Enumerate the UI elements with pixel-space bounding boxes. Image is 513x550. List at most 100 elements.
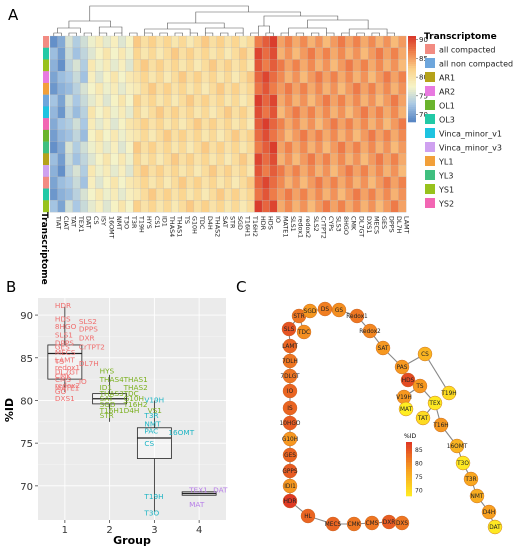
heatmap-cell <box>261 59 270 72</box>
heatmap-cell <box>102 106 111 119</box>
heatmap-cell <box>292 200 301 213</box>
heatmap-cell <box>72 200 81 213</box>
heatmap-cell <box>186 94 195 107</box>
heatmap-cell <box>95 153 104 166</box>
heatmap-cell <box>140 35 149 49</box>
heatmap-cell <box>239 176 248 189</box>
network-node <box>400 372 416 388</box>
network-node-label: Redox2 <box>359 329 381 335</box>
heatmap-cell <box>110 47 119 60</box>
heatmap-cell <box>133 176 142 189</box>
heatmap-cell <box>337 118 346 131</box>
heatmap-cell <box>284 129 293 142</box>
heatmap-cell <box>330 129 339 142</box>
heatmap-cell <box>390 71 399 84</box>
network-node <box>375 340 391 356</box>
heatmap-cell <box>368 141 377 154</box>
network-colorbar-title: %ID <box>404 433 416 440</box>
dendrogram-link <box>386 32 395 36</box>
network-node <box>394 515 410 531</box>
colorbar-step <box>408 63 416 67</box>
heatmap-cell <box>178 71 187 84</box>
heatmap-cell <box>345 71 354 84</box>
heatmap-cell <box>368 94 377 107</box>
network-colorbar-tick-label: 70 <box>415 488 423 495</box>
network-colorbar-step <box>406 483 412 486</box>
heatmap-cell <box>398 129 407 142</box>
colorbar-step <box>408 59 416 63</box>
heatmap-cell <box>261 106 270 119</box>
heatmap-cell <box>269 82 278 95</box>
heatmap-cell <box>148 153 157 166</box>
heatmap-cell <box>80 164 89 178</box>
heatmap-cell <box>186 106 195 119</box>
legend-label: Vinca_minor_v3 <box>439 144 502 153</box>
column-label: CS1 <box>153 216 161 229</box>
heatmap-cell <box>254 82 263 95</box>
heatmap-cell <box>163 153 172 166</box>
heatmap-cell <box>398 82 407 95</box>
heatmap-cell <box>87 153 96 166</box>
heatmap-cell <box>208 188 217 201</box>
heatmap-cell <box>65 59 74 72</box>
heatmap-cell <box>118 188 127 201</box>
heatmap-cell <box>269 129 278 142</box>
gene-label: DPPS <box>55 338 74 347</box>
network-node <box>282 463 298 479</box>
heatmap-cell <box>383 176 392 189</box>
heatmap-cell <box>80 71 89 84</box>
heatmap-cell <box>231 153 240 166</box>
heatmap-cell <box>398 164 407 178</box>
heatmap-cell <box>299 94 308 107</box>
column-label: T16H2 <box>251 215 259 237</box>
heatmap-cell <box>345 188 354 201</box>
heatmap-cell <box>314 200 324 213</box>
heatmap-cell <box>102 59 111 72</box>
heatmap-cell <box>72 188 81 201</box>
network-node <box>362 323 378 339</box>
dendrogram-link <box>57 27 81 33</box>
heatmap-cell <box>269 176 278 189</box>
colorbar-step <box>408 53 416 56</box>
network-node-label: T3O <box>456 461 469 467</box>
column-label: TDC <box>198 215 206 230</box>
dendrogram-link <box>98 32 108 36</box>
heatmap-cell <box>284 118 293 131</box>
heatmap-cell <box>231 164 240 178</box>
dendrogram-link <box>89 5 249 21</box>
heatmap-cell <box>65 94 74 107</box>
heatmap-cell <box>224 118 233 131</box>
heatmap-cell <box>292 164 301 178</box>
heatmap-cell <box>118 35 127 49</box>
heatmap-cell <box>57 176 66 189</box>
heatmap-cell <box>110 94 119 107</box>
annotation-cell <box>43 94 49 107</box>
network-node-label: TEX <box>428 401 440 407</box>
gene-label: SGD <box>100 400 116 409</box>
heatmap-cell <box>330 106 339 119</box>
heatmap-cell <box>277 164 286 178</box>
colorbar-step <box>408 119 416 123</box>
heatmap-cell <box>345 118 354 131</box>
network-colorbar-step <box>406 451 412 454</box>
x-tick-label: 4 <box>196 525 202 536</box>
dendrogram-link <box>311 32 320 36</box>
heatmap-cell <box>72 106 81 119</box>
heatmap-cell <box>57 71 66 84</box>
heatmap-cell <box>87 129 96 142</box>
heatmap-cell <box>254 164 263 178</box>
heatmap-cell <box>87 200 96 213</box>
colorbar-step <box>408 98 416 101</box>
heatmap-cell <box>269 106 278 119</box>
heatmap-cell <box>246 47 255 60</box>
gene-label: SAT <box>100 394 114 403</box>
x-axis-label: Group <box>113 534 151 547</box>
heatmap-cell <box>224 188 233 201</box>
network-node-label: IO <box>287 389 294 395</box>
heatmap-cell <box>284 141 293 154</box>
network-node-label: 16OMT <box>447 444 468 450</box>
column-label: NMT <box>115 216 123 230</box>
heatmap-cell <box>140 82 149 95</box>
heatmap-cell <box>72 59 81 72</box>
heatmap-cell <box>254 129 263 142</box>
